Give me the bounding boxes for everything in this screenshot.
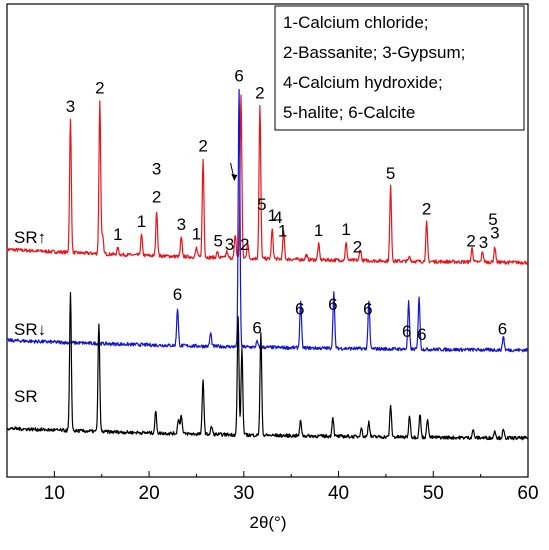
peak-label: 2 <box>95 79 104 98</box>
peak-label: 6 <box>234 66 243 85</box>
peak-label: 2 <box>255 83 264 102</box>
peak-label: 6 <box>295 300 304 319</box>
legend-line-1: 1-Calcium chloride; <box>283 13 429 32</box>
peak-label: 2 <box>240 235 249 254</box>
peak-label: 6 <box>402 322 411 341</box>
legend-line-3: 4-Calcium hydroxide; <box>283 73 443 92</box>
peak-label: 6 <box>363 300 372 319</box>
x-tick-label: 50 <box>423 483 444 504</box>
series-name-label: SR <box>14 387 38 406</box>
series-name-label: SR↑ <box>14 228 46 247</box>
legend-box: 1-Calcium chloride; 2-Bassanite; 3-Gypsu… <box>274 5 525 131</box>
peak-label: 1 <box>268 206 277 225</box>
peak-label: 5 <box>214 232 223 251</box>
peak-label: 6 <box>252 319 261 338</box>
peak-label: 3 <box>490 224 499 243</box>
peak-label: 1 <box>137 212 146 231</box>
peak-label: 1 <box>192 225 201 244</box>
x-axis-ticks: 10 20 30 40 50 60 <box>6 471 539 504</box>
peak-label: 6 <box>328 295 337 314</box>
peak-label: 1 <box>341 220 350 239</box>
peak-label: 2 <box>152 188 161 207</box>
peak-label: 6 <box>498 319 507 338</box>
peak-label: 2 <box>422 199 431 218</box>
series-name-label: SR↓ <box>14 320 46 339</box>
peak-label: 2 <box>466 231 475 250</box>
series-line-sr-down <box>6 88 529 353</box>
x-tick-label: 40 <box>328 483 349 504</box>
peak-label: 3 <box>152 160 161 179</box>
peak-label: 4 <box>273 208 282 227</box>
peak-label: 5 <box>386 164 395 183</box>
peak-label: 1 <box>314 221 323 240</box>
series-layer <box>6 88 529 441</box>
peak-label: 1 <box>113 225 122 244</box>
series-name-layer: SR↑ SR↓ SR <box>14 228 46 406</box>
x-tick-label: 10 <box>44 483 65 504</box>
series-line-sr-up <box>6 94 529 265</box>
x-tick-label: 20 <box>139 483 160 504</box>
peak-label: 5 <box>488 210 497 229</box>
peak-label: 3 <box>479 233 488 252</box>
annotation-arrow-head <box>231 174 238 181</box>
x-tick-label: 30 <box>233 483 254 504</box>
x-axis-title: 2θ(°) <box>249 513 286 532</box>
peak-label: 5 <box>257 195 266 214</box>
plot-frame <box>6 3 529 478</box>
legend-line-2: 2-Bassanite; 3-Gypsum; <box>283 43 465 62</box>
peak-label: 3 <box>225 235 234 254</box>
peak-label: 3 <box>66 97 75 116</box>
peak-label: 2 <box>353 237 362 256</box>
peak-label: 6 <box>417 325 426 344</box>
x-tick-label: 60 <box>517 483 538 504</box>
series-line-sr <box>6 292 529 441</box>
peak-label: 3 <box>177 215 186 234</box>
legend-frame <box>274 5 525 131</box>
peak-label: 1 <box>278 221 287 240</box>
legend-line-4: 5-halite; 6-Calcite <box>283 103 415 122</box>
peak-label: 6 <box>173 285 182 304</box>
peak-label: 2 <box>198 137 207 156</box>
